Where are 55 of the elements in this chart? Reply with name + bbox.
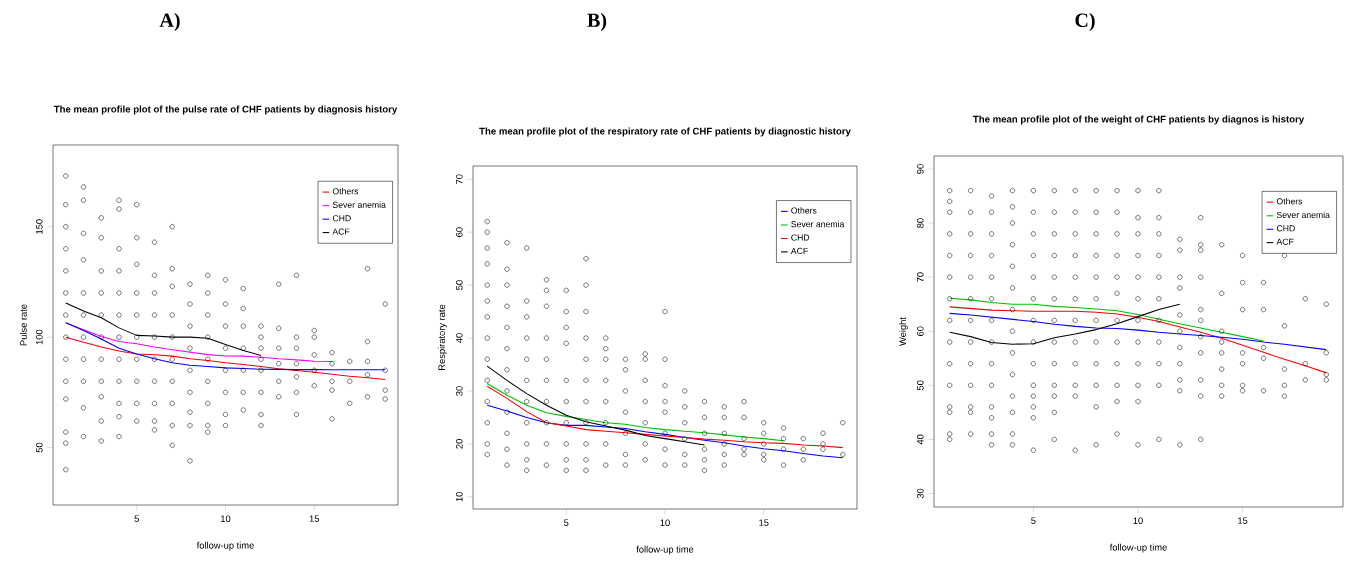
legend-label: ACF bbox=[1276, 238, 1294, 245]
line-series bbox=[65, 336, 386, 381]
legend-label: CHD bbox=[1276, 225, 1295, 232]
chart-title: The mean profile plot of the respiratory rate of CHF patients by diagnostic history bbox=[479, 127, 851, 137]
y-tick-label: 60 bbox=[917, 326, 924, 336]
x-tick-label: 5 bbox=[564, 519, 569, 526]
y-tick-label: 90 bbox=[917, 164, 924, 174]
x-tick-label: 15 bbox=[309, 515, 320, 522]
line-series bbox=[949, 303, 1181, 345]
y-tick-label: 80 bbox=[917, 218, 924, 228]
x-axis-title: follow-up time bbox=[196, 541, 254, 551]
legend-label: Others bbox=[791, 207, 817, 214]
y-tick-label: 20 bbox=[456, 439, 463, 449]
x-tick-label: 5 bbox=[1031, 517, 1036, 524]
y-axis-title: Respiratory rate bbox=[438, 304, 447, 370]
y-tick-label: 70 bbox=[917, 272, 924, 282]
y-tick-label: 100 bbox=[36, 329, 43, 345]
legend-label: CHD bbox=[332, 215, 351, 222]
x-tick-label: 15 bbox=[1238, 517, 1248, 524]
y-tick-label: 10 bbox=[456, 492, 463, 502]
y-tick-label: 30 bbox=[456, 386, 463, 396]
text: B) bbox=[587, 12, 607, 32]
legend-label: CHD bbox=[791, 234, 810, 241]
legend-label: ACF bbox=[790, 247, 808, 254]
y-tick-label: 150 bbox=[36, 219, 43, 234]
x-tick-label: 10 bbox=[660, 519, 670, 526]
legend-label: Others bbox=[332, 187, 359, 195]
y-tick-label: 50 bbox=[917, 380, 924, 391]
text: C) bbox=[1075, 12, 1095, 32]
y-tick-label: 70 bbox=[456, 174, 463, 184]
y-axis-title: Weight bbox=[899, 317, 908, 346]
legend-label: Sever anemia bbox=[1276, 211, 1330, 219]
legend-label: Sever anemia bbox=[791, 220, 845, 228]
line-series bbox=[486, 385, 844, 449]
x-axis-title: follow-up time bbox=[1109, 543, 1167, 553]
x-tick-label: 10 bbox=[221, 515, 231, 522]
y-tick-label: 30 bbox=[917, 488, 924, 499]
y-tick-label: 50 bbox=[456, 280, 463, 290]
x-tick-label: 5 bbox=[134, 515, 139, 522]
y-tick-label: 40 bbox=[456, 333, 463, 344]
y-axis-title: Pulse rate bbox=[19, 304, 27, 346]
legend-label: Sever anemia bbox=[332, 201, 386, 208]
line-series bbox=[486, 404, 844, 459]
line-series bbox=[949, 297, 1265, 342]
legend-label: Others bbox=[1276, 198, 1303, 205]
x-tick-label: 10 bbox=[1133, 517, 1143, 524]
chart-title: The mean profile plot of the pulse rate of CHF patients by diagnosis history bbox=[53, 105, 398, 115]
legend-label: ACF bbox=[332, 228, 350, 235]
y-tick-label: 60 bbox=[456, 227, 463, 237]
chart-title: The mean profile plot of the weight of CHF patients by diagnos is history bbox=[973, 115, 1305, 125]
y-tick-label: 40 bbox=[917, 434, 924, 445]
text: A) bbox=[159, 12, 180, 32]
x-axis-title: follow-up time bbox=[636, 545, 694, 555]
y-tick-label: 50 bbox=[36, 442, 43, 453]
x-tick-label: 15 bbox=[759, 519, 769, 526]
